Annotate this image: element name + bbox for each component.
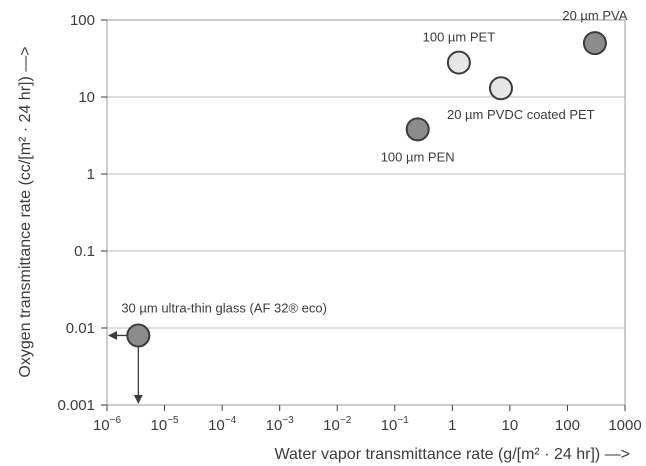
plot-frame	[106, 19, 626, 406]
data-points	[126, 31, 607, 348]
data-point	[405, 117, 430, 142]
point-label: 30 µm ultra-thin glass (AF 32® eco)	[121, 300, 327, 315]
x-tick-label: 10−2	[323, 415, 352, 434]
data-point	[582, 31, 607, 56]
x-tick-label: 1000	[608, 417, 641, 434]
data-point	[126, 323, 151, 348]
x-tick-label: 10−4	[208, 415, 237, 434]
x-axis-label: Water vapor transmittance rate (g/[m² · …	[274, 446, 630, 463]
x-axis-ticks: 10−6 10−5 10−4 10−3 10−2 10−1 1 10 100 1000	[93, 405, 642, 434]
x-tick-label: 10−5	[151, 415, 180, 434]
y-tick-label: 0.001	[57, 397, 95, 414]
point-labels: 20 µm PVA 100 µm PET 20 µm PVDC coated PET…	[121, 8, 627, 315]
y-tick-label: 0.1	[74, 243, 95, 260]
x-tick-label: 1	[448, 417, 456, 434]
data-point	[488, 76, 513, 101]
x-tick-label: 100	[555, 417, 580, 434]
grid-lines	[107, 96, 625, 329]
plot-border	[106, 19, 626, 406]
y-axis-label: Oxygen transmittance rate (cc/[m² · 24 h…	[17, 46, 34, 377]
y-tick-label: 0.01	[66, 320, 95, 337]
point-label: 20 µm PVDC coated PET	[447, 107, 595, 122]
y-tick-label: 10	[78, 89, 95, 106]
point-label: 20 µm PVA	[562, 8, 627, 23]
x-tick-label: 10−6	[93, 415, 122, 434]
y-tick-label: 1	[87, 166, 95, 183]
y-axis-ticks: 100 10 1 0.1 0.01 0.001	[57, 12, 107, 414]
x-tick-label: 10−3	[266, 415, 295, 434]
y-tick-label: 100	[70, 12, 95, 29]
point-label: 100 µm PEN	[381, 149, 455, 164]
x-tick-label: 10−1	[381, 415, 410, 434]
x-tick-label: 10	[502, 417, 519, 434]
point-label: 100 µm PET	[423, 30, 496, 45]
data-point	[446, 50, 471, 75]
